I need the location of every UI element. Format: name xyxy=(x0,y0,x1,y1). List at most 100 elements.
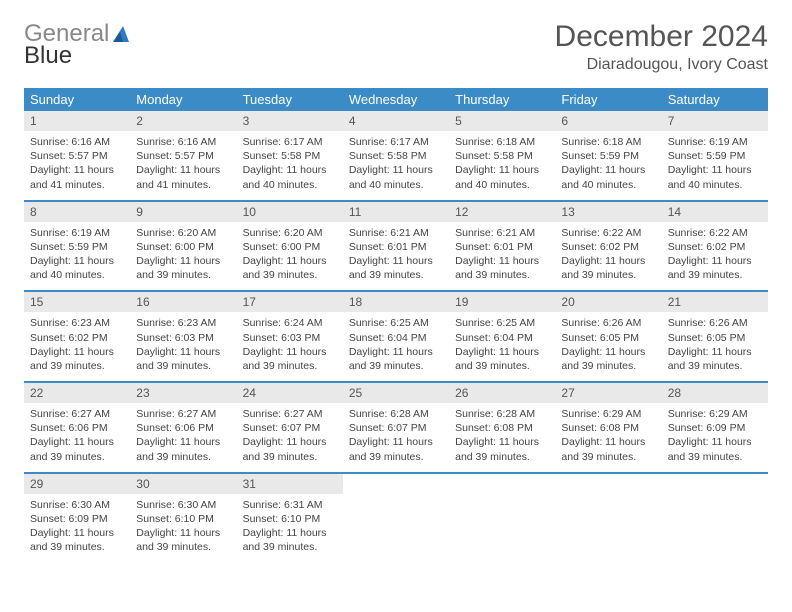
calendar-cell: 9Sunrise: 6:20 AMSunset: 6:00 PMDaylight… xyxy=(130,201,236,292)
weekday-header: Thursday xyxy=(449,88,555,111)
calendar-cell: 24Sunrise: 6:27 AMSunset: 6:07 PMDayligh… xyxy=(237,382,343,473)
sunset-line: Sunset: 6:03 PM xyxy=(243,331,337,345)
daylight-line: Daylight: 11 hours and 39 minutes. xyxy=(561,345,655,373)
sunrise-line: Sunrise: 6:27 AM xyxy=(136,407,230,421)
month-title: December 2024 xyxy=(555,20,768,54)
calendar-cell: 10Sunrise: 6:20 AMSunset: 6:00 PMDayligh… xyxy=(237,201,343,292)
day-body: Sunrise: 6:20 AMSunset: 6:00 PMDaylight:… xyxy=(237,222,343,291)
calendar-cell: 14Sunrise: 6:22 AMSunset: 6:02 PMDayligh… xyxy=(662,201,768,292)
daylight-line: Daylight: 11 hours and 41 minutes. xyxy=(136,163,230,191)
daylight-line: Daylight: 11 hours and 39 minutes. xyxy=(243,345,337,373)
day-number: 3 xyxy=(237,111,343,131)
sunrise-line: Sunrise: 6:26 AM xyxy=(561,316,655,330)
daylight-line: Daylight: 11 hours and 40 minutes. xyxy=(243,163,337,191)
day-body: Sunrise: 6:27 AMSunset: 6:07 PMDaylight:… xyxy=(237,403,343,472)
day-body: Sunrise: 6:30 AMSunset: 6:09 PMDaylight:… xyxy=(24,494,130,563)
sunrise-line: Sunrise: 6:30 AM xyxy=(136,498,230,512)
sunrise-line: Sunrise: 6:22 AM xyxy=(668,226,762,240)
daylight-line: Daylight: 11 hours and 40 minutes. xyxy=(455,163,549,191)
calendar-cell: 15Sunrise: 6:23 AMSunset: 6:02 PMDayligh… xyxy=(24,291,130,382)
sunrise-line: Sunrise: 6:19 AM xyxy=(30,226,124,240)
day-number: 20 xyxy=(555,292,661,312)
calendar-table: SundayMondayTuesdayWednesdayThursdayFrid… xyxy=(24,88,768,562)
calendar-cell xyxy=(449,473,555,563)
sunrise-line: Sunrise: 6:18 AM xyxy=(561,135,655,149)
day-number: 12 xyxy=(449,202,555,222)
day-body: Sunrise: 6:16 AMSunset: 5:57 PMDaylight:… xyxy=(130,131,236,200)
logo-line2: Blue xyxy=(24,42,72,70)
sunset-line: Sunset: 6:09 PM xyxy=(668,421,762,435)
sunset-line: Sunset: 5:58 PM xyxy=(243,149,337,163)
sunrise-line: Sunrise: 6:16 AM xyxy=(136,135,230,149)
sunrise-line: Sunrise: 6:26 AM xyxy=(668,316,762,330)
sunrise-line: Sunrise: 6:20 AM xyxy=(243,226,337,240)
sunset-line: Sunset: 6:02 PM xyxy=(30,331,124,345)
daylight-line: Daylight: 11 hours and 39 minutes. xyxy=(561,254,655,282)
daylight-line: Daylight: 11 hours and 39 minutes. xyxy=(561,435,655,463)
day-number: 19 xyxy=(449,292,555,312)
sunset-line: Sunset: 6:07 PM xyxy=(349,421,443,435)
day-number: 30 xyxy=(130,474,236,494)
sunset-line: Sunset: 6:06 PM xyxy=(30,421,124,435)
daylight-line: Daylight: 11 hours and 40 minutes. xyxy=(349,163,443,191)
calendar-cell: 20Sunrise: 6:26 AMSunset: 6:05 PMDayligh… xyxy=(555,291,661,382)
calendar-cell: 16Sunrise: 6:23 AMSunset: 6:03 PMDayligh… xyxy=(130,291,236,382)
daylight-line: Daylight: 11 hours and 39 minutes. xyxy=(30,345,124,373)
day-body: Sunrise: 6:24 AMSunset: 6:03 PMDaylight:… xyxy=(237,312,343,381)
logo-word2: Blue xyxy=(24,42,72,69)
calendar-cell xyxy=(662,473,768,563)
day-number: 18 xyxy=(343,292,449,312)
calendar-cell: 4Sunrise: 6:17 AMSunset: 5:58 PMDaylight… xyxy=(343,111,449,201)
daylight-line: Daylight: 11 hours and 41 minutes. xyxy=(30,163,124,191)
weekday-header: Monday xyxy=(130,88,236,111)
day-number: 7 xyxy=(662,111,768,131)
sunrise-line: Sunrise: 6:30 AM xyxy=(30,498,124,512)
daylight-line: Daylight: 11 hours and 39 minutes. xyxy=(243,435,337,463)
sunset-line: Sunset: 5:58 PM xyxy=(349,149,443,163)
sunset-line: Sunset: 6:04 PM xyxy=(349,331,443,345)
sunrise-line: Sunrise: 6:29 AM xyxy=(668,407,762,421)
daylight-line: Daylight: 11 hours and 39 minutes. xyxy=(243,254,337,282)
day-body: Sunrise: 6:17 AMSunset: 5:58 PMDaylight:… xyxy=(237,131,343,200)
daylight-line: Daylight: 11 hours and 39 minutes. xyxy=(349,254,443,282)
sunrise-line: Sunrise: 6:16 AM xyxy=(30,135,124,149)
sunset-line: Sunset: 6:04 PM xyxy=(455,331,549,345)
day-number: 28 xyxy=(662,383,768,403)
daylight-line: Daylight: 11 hours and 39 minutes. xyxy=(30,435,124,463)
daylight-line: Daylight: 11 hours and 39 minutes. xyxy=(668,254,762,282)
day-number: 4 xyxy=(343,111,449,131)
sunset-line: Sunset: 5:59 PM xyxy=(561,149,655,163)
calendar-cell: 23Sunrise: 6:27 AMSunset: 6:06 PMDayligh… xyxy=(130,382,236,473)
sunset-line: Sunset: 6:02 PM xyxy=(668,240,762,254)
day-number: 17 xyxy=(237,292,343,312)
day-body: Sunrise: 6:29 AMSunset: 6:08 PMDaylight:… xyxy=(555,403,661,472)
day-body: Sunrise: 6:26 AMSunset: 6:05 PMDaylight:… xyxy=(555,312,661,381)
day-number: 26 xyxy=(449,383,555,403)
calendar-cell: 7Sunrise: 6:19 AMSunset: 5:59 PMDaylight… xyxy=(662,111,768,201)
day-number: 15 xyxy=(24,292,130,312)
day-body: Sunrise: 6:31 AMSunset: 6:10 PMDaylight:… xyxy=(237,494,343,563)
day-body: Sunrise: 6:18 AMSunset: 5:58 PMDaylight:… xyxy=(449,131,555,200)
daylight-line: Daylight: 11 hours and 39 minutes. xyxy=(136,345,230,373)
day-number: 11 xyxy=(343,202,449,222)
sunrise-line: Sunrise: 6:20 AM xyxy=(136,226,230,240)
calendar-cell: 6Sunrise: 6:18 AMSunset: 5:59 PMDaylight… xyxy=(555,111,661,201)
sunset-line: Sunset: 5:59 PM xyxy=(30,240,124,254)
daylight-line: Daylight: 11 hours and 39 minutes. xyxy=(136,435,230,463)
sunrise-line: Sunrise: 6:24 AM xyxy=(243,316,337,330)
sunset-line: Sunset: 6:06 PM xyxy=(136,421,230,435)
day-number: 2 xyxy=(130,111,236,131)
daylight-line: Daylight: 11 hours and 39 minutes. xyxy=(668,345,762,373)
day-body: Sunrise: 6:18 AMSunset: 5:59 PMDaylight:… xyxy=(555,131,661,200)
day-body: Sunrise: 6:21 AMSunset: 6:01 PMDaylight:… xyxy=(449,222,555,291)
day-number: 6 xyxy=(555,111,661,131)
daylight-line: Daylight: 11 hours and 39 minutes. xyxy=(349,345,443,373)
location: Diaradougou, Ivory Coast xyxy=(555,56,768,74)
day-body: Sunrise: 6:16 AMSunset: 5:57 PMDaylight:… xyxy=(24,131,130,200)
title-block: December 2024 Diaradougou, Ivory Coast xyxy=(555,20,768,74)
calendar-row: 22Sunrise: 6:27 AMSunset: 6:06 PMDayligh… xyxy=(24,382,768,473)
sunrise-line: Sunrise: 6:19 AM xyxy=(668,135,762,149)
sunset-line: Sunset: 5:58 PM xyxy=(455,149,549,163)
sunrise-line: Sunrise: 6:18 AM xyxy=(455,135,549,149)
day-number: 31 xyxy=(237,474,343,494)
